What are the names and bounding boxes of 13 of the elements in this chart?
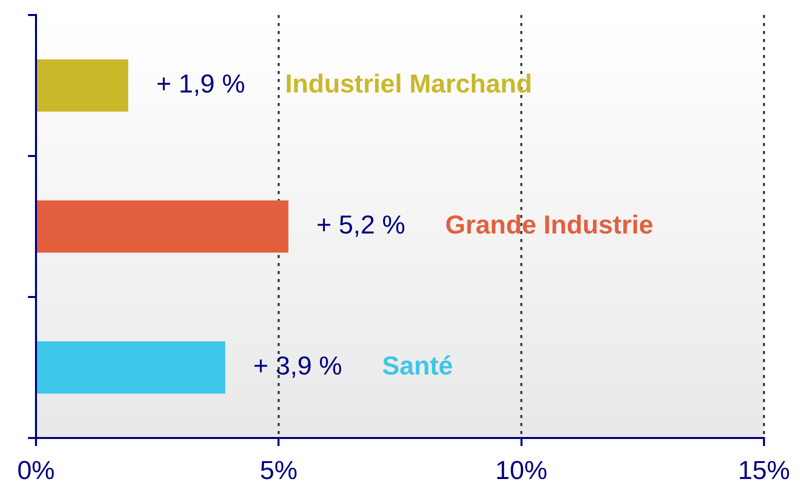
x-tick-label: 5% bbox=[260, 454, 298, 485]
data-label: + 5,2 % bbox=[316, 210, 406, 240]
y-tick-label: Grande Industrie bbox=[445, 210, 654, 240]
bar bbox=[37, 59, 128, 112]
data-label: + 3,9 % bbox=[253, 350, 342, 381]
bar bbox=[37, 341, 226, 394]
y-tick-label: Santé bbox=[382, 350, 453, 381]
x-tick-label: 10% bbox=[495, 454, 548, 485]
bar bbox=[37, 200, 288, 253]
data-label: + 1,9 % bbox=[156, 68, 246, 99]
y-tick-label: Industriel Marchand bbox=[285, 68, 532, 99]
x-tick-label: 0% bbox=[17, 454, 55, 485]
x-tick-label: 15% bbox=[738, 454, 790, 485]
